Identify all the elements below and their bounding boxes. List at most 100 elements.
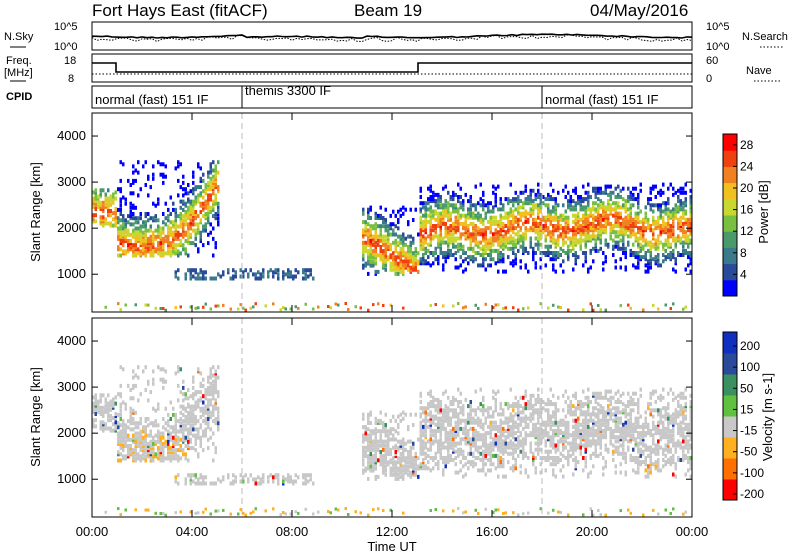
power-echo-cell — [147, 212, 150, 216]
power-echo-cell — [662, 226, 665, 231]
power-echo-cell — [442, 219, 445, 224]
power-echo-cell — [547, 248, 550, 253]
velocity-echo-cell — [194, 441, 197, 446]
power-echo-cell — [199, 239, 202, 243]
power-echo-cell — [574, 188, 577, 193]
power-echo-cell — [569, 195, 572, 199]
velocity-echo-cell — [157, 433, 160, 438]
power-echo-cell — [364, 245, 367, 249]
velocity-echo-cell — [454, 410, 457, 415]
velocity-echo-cell — [432, 400, 435, 404]
velocity-echo-cell — [467, 441, 470, 446]
power-echo-cell — [464, 213, 467, 218]
velocity-echo-cell — [152, 377, 155, 382]
velocity-echo-cell — [522, 408, 525, 413]
velocity-echo-cell — [137, 431, 140, 436]
velocity-echo-cell — [162, 417, 165, 421]
power-echo-cell — [669, 232, 672, 237]
velocity-echo-cell — [169, 446, 172, 451]
velocity-echo-cell — [544, 431, 547, 436]
velocity-echo-cell — [504, 511, 507, 515]
velocity-echo-cell — [162, 435, 165, 440]
power-echo-cell — [509, 213, 512, 218]
power-echo-cell — [209, 276, 212, 281]
power-echo-cell — [509, 207, 512, 212]
power-echo-cell — [372, 251, 375, 256]
power-echo-cell — [117, 234, 120, 239]
power-echo-cell — [657, 215, 660, 220]
power-echo-cell — [354, 305, 357, 309]
power-echo-cell — [637, 265, 640, 270]
velocity-echo-cell — [552, 410, 555, 415]
velocity-echo-cell — [394, 418, 397, 423]
power-echo-cell — [649, 224, 652, 228]
velocity-echo-cell — [132, 417, 135, 421]
velocity-echo-cell — [514, 431, 517, 436]
velocity-echo-cell — [172, 435, 175, 440]
power-echo-cell — [494, 228, 497, 233]
velocity-echo-cell — [109, 414, 112, 418]
velocity-echo-cell — [209, 385, 212, 390]
power-echo-cell — [117, 228, 120, 233]
velocity-echo-cell — [179, 437, 182, 442]
velocity-echo-cell — [457, 426, 460, 431]
power-echo-cell — [184, 191, 187, 196]
power-echo-cell — [99, 215, 102, 220]
power-echo-cell — [547, 203, 550, 208]
power-echo-cell — [597, 211, 600, 216]
power-echo-cell — [609, 184, 612, 189]
velocity-echo-cell — [209, 367, 212, 372]
velocity-echo-cell — [277, 473, 280, 478]
power-echo-cell — [464, 219, 467, 224]
velocity-echo-cell — [187, 417, 190, 421]
power-echo-cell — [207, 201, 210, 206]
velocity-echo-cell — [364, 425, 367, 430]
power-echo-cell — [369, 249, 372, 254]
power-echo-cell — [369, 230, 372, 235]
velocity-echo-cell — [414, 412, 417, 417]
power-echo-cell — [619, 265, 622, 270]
velocity-echo-cell — [412, 458, 415, 463]
power-echo-cell — [649, 207, 652, 212]
power-echo-cell — [624, 224, 627, 228]
power-echo-cell — [537, 221, 540, 226]
power-echo-cell — [187, 216, 190, 221]
power-echo-cell — [514, 197, 517, 202]
velocity-echo-cell — [199, 398, 202, 403]
velocity-echo-cell — [489, 431, 492, 436]
power-echo-cell — [419, 219, 422, 224]
power-echo-cell — [587, 213, 590, 218]
power-echo-cell — [634, 224, 637, 228]
power-echo-cell — [437, 192, 440, 197]
power-echo-cell — [554, 251, 557, 255]
power-echo-cell — [654, 238, 657, 243]
velocity-echo-cell — [524, 453, 527, 458]
power-echo-cell — [444, 211, 447, 216]
power-echo-cell — [154, 218, 157, 223]
power-echo-cell — [567, 230, 570, 235]
power-echo-cell — [632, 263, 635, 268]
velocity-echo-cell — [512, 414, 515, 419]
power-echo-cell — [497, 257, 500, 262]
power-echo-cell — [534, 224, 537, 228]
velocity-echo-cell — [527, 422, 530, 427]
power-echo-cell — [634, 236, 637, 241]
power-echo-cell — [432, 197, 435, 202]
velocity-echo-cell — [422, 460, 425, 465]
velocity-echo-cell — [124, 444, 127, 448]
power-echo-cell — [622, 224, 625, 228]
power-echo-cell — [534, 251, 537, 255]
velocity-echo-cell — [119, 383, 122, 388]
velocity-echo-cell — [442, 456, 445, 460]
power-echo-cell — [534, 217, 537, 222]
velocity-echo-cell — [377, 447, 380, 452]
power-echo-cell — [674, 190, 677, 195]
power-echo-cell — [644, 242, 647, 247]
velocity-echo-cell — [367, 412, 370, 417]
power-echo-cell — [147, 245, 150, 250]
power-echo-cell — [384, 207, 387, 212]
power-echo-cell — [622, 217, 625, 222]
velocity-echo-cell — [524, 414, 527, 419]
velocity-echo-cell — [457, 422, 460, 427]
velocity-echo-cell — [377, 418, 380, 423]
